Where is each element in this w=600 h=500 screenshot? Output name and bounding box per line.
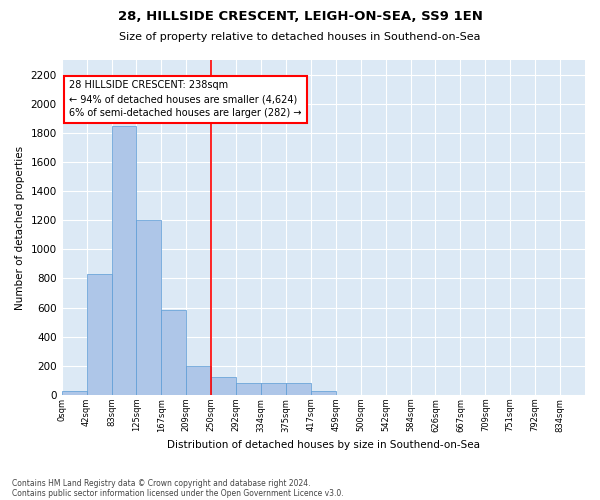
- Bar: [112, 126, 136, 395]
- Bar: [62, 390, 86, 395]
- Bar: [286, 383, 311, 395]
- Bar: [186, 366, 211, 395]
- Bar: [261, 383, 286, 395]
- Bar: [86, 274, 112, 395]
- Bar: [236, 383, 261, 395]
- Bar: [136, 220, 161, 395]
- Bar: [211, 378, 236, 395]
- Text: Size of property relative to detached houses in Southend-on-Sea: Size of property relative to detached ho…: [119, 32, 481, 42]
- Bar: [161, 310, 186, 395]
- Y-axis label: Number of detached properties: Number of detached properties: [15, 146, 25, 310]
- Text: 28 HILLSIDE CRESCENT: 238sqm
← 94% of detached houses are smaller (4,624)
6% of : 28 HILLSIDE CRESCENT: 238sqm ← 94% of de…: [69, 80, 302, 118]
- Text: Contains HM Land Registry data © Crown copyright and database right 2024.: Contains HM Land Registry data © Crown c…: [12, 478, 311, 488]
- Text: Contains public sector information licensed under the Open Government Licence v3: Contains public sector information licen…: [12, 488, 344, 498]
- Bar: [311, 390, 336, 395]
- Text: 28, HILLSIDE CRESCENT, LEIGH-ON-SEA, SS9 1EN: 28, HILLSIDE CRESCENT, LEIGH-ON-SEA, SS9…: [118, 10, 482, 23]
- X-axis label: Distribution of detached houses by size in Southend-on-Sea: Distribution of detached houses by size …: [167, 440, 480, 450]
